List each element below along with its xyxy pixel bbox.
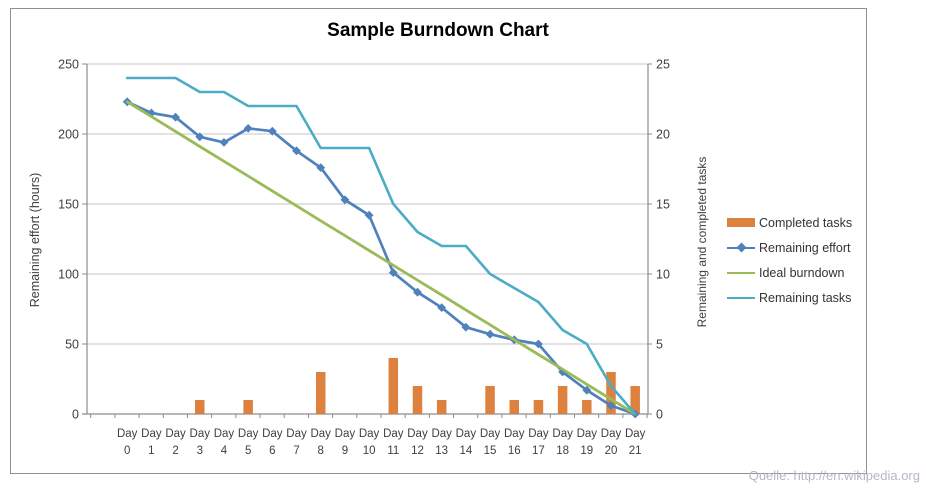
legend-label: Remaining effort [759,240,851,255]
svg-text:0: 0 [656,408,663,422]
gridlines [87,63,648,345]
svg-text:200: 200 [58,128,79,142]
svg-text:21: 21 [629,445,642,457]
svg-text:Day: Day [310,428,331,440]
svg-text:10: 10 [363,445,376,457]
svg-text:50: 50 [65,338,79,352]
svg-text:9: 9 [342,445,348,457]
svg-text:6: 6 [269,445,275,457]
series-ideal-burndown-line [125,100,637,416]
svg-text:Day: Day [141,428,162,440]
series-remaining-tasks-line [125,76,637,416]
legend-item-remaining-tasks: Remaining tasks [727,290,852,305]
series-completed-tasks-bars [195,358,640,414]
svg-text:13: 13 [435,445,448,457]
line-swatch-icon [727,265,755,280]
svg-text:5: 5 [656,338,663,352]
svg-text:15: 15 [656,198,670,212]
svg-text:Day: Day [190,428,211,440]
svg-text:14: 14 [459,445,472,457]
svg-text:Day: Day [262,428,283,440]
right-axis-title: Remaining and completed tasks [695,156,709,328]
left-axis-tick-labels: 0 50 100 150 200 250 [58,58,79,422]
svg-text:Day: Day [383,428,404,440]
legend: Completed tasks Remaining effort Ideal b… [727,215,852,305]
svg-text:150: 150 [58,198,79,212]
svg-text:Day: Day [431,428,452,440]
svg-text:Day: Day [504,428,525,440]
legend-item-completed-tasks: Completed tasks [727,215,852,230]
svg-text:Day: Day [625,428,646,440]
svg-text:20: 20 [605,445,618,457]
line-diamond-swatch-icon [727,240,755,255]
svg-text:Day: Day [165,428,186,440]
svg-text:Day: Day [214,428,235,440]
svg-text:Day: Day [286,428,307,440]
line-swatch-icon [727,290,755,305]
svg-text:100: 100 [58,268,79,282]
chart-title: Sample Burndown Chart [327,20,549,41]
svg-text:8: 8 [318,445,324,457]
legend-label: Remaining tasks [759,290,852,305]
svg-text:19: 19 [580,445,593,457]
svg-text:Day: Day [359,428,380,440]
legend-label: Ideal burndown [759,265,845,280]
x-axis-tick-labels: Day 0 Day 1 Day 2 Day 3 Day 4 Day 5 Day 6 Day 7 Day 8 Day 9… [117,428,646,457]
right-axis-tick-labels: 0 5 10 15 20 25 [656,58,670,422]
svg-text:Day: Day [577,428,598,440]
svg-text:25: 25 [656,58,670,72]
svg-text:11: 11 [387,445,399,457]
svg-text:16: 16 [508,445,521,457]
svg-text:3: 3 [197,445,203,457]
svg-text:250: 250 [58,58,79,72]
svg-text:Day: Day [456,428,477,440]
svg-text:20: 20 [656,128,670,142]
svg-text:7: 7 [293,445,299,457]
left-axis-title: Remaining effort (hours) [28,172,42,308]
svg-text:10: 10 [656,268,670,282]
svg-text:18: 18 [556,445,569,457]
svg-text:Day: Day [238,428,259,440]
svg-text:0: 0 [72,408,79,422]
svg-text:5: 5 [245,445,251,457]
svg-text:Day: Day [407,428,428,440]
svg-text:Day: Day [528,428,549,440]
svg-text:Day: Day [552,428,573,440]
svg-text:Day: Day [117,428,138,440]
source-attribution: Quelle: http://en.wikipedia.org [748,468,920,483]
svg-text:15: 15 [484,445,497,457]
svg-text:2: 2 [172,445,178,457]
legend-label: Completed tasks [759,215,853,230]
svg-text:Day: Day [480,428,501,440]
chart-frame [10,8,867,474]
svg-text:12: 12 [411,445,424,457]
axes [82,63,652,418]
legend-item-remaining-effort: Remaining effort [727,240,852,255]
bar-swatch-icon [727,215,755,230]
svg-text:0: 0 [124,445,130,457]
svg-text:Day: Day [601,428,622,440]
svg-text:1: 1 [148,445,154,457]
svg-text:17: 17 [532,445,545,457]
svg-text:Day: Day [335,428,356,440]
svg-text:4: 4 [221,445,228,457]
legend-item-ideal-burndown: Ideal burndown [727,265,852,280]
series-remaining-effort-line [122,97,640,419]
